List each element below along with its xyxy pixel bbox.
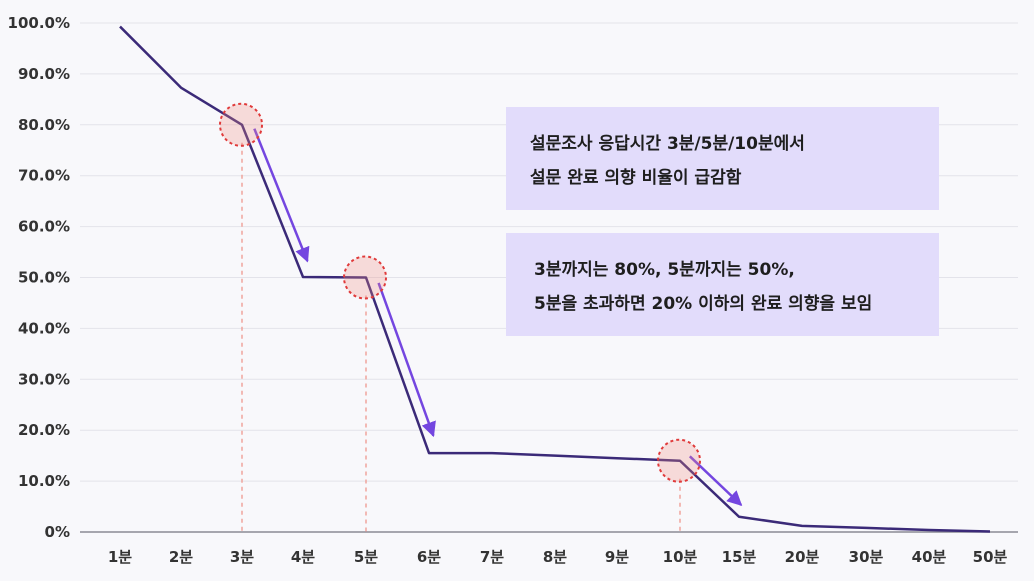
y-tick-label: 20.0% <box>18 421 70 439</box>
y-tick-label: 10.0% <box>18 472 70 490</box>
trend-arrow <box>688 455 743 507</box>
annotation-box-2: 3분까지는 80%, 5분까지는 50%, 5분을 초과하면 20% 이하의 완… <box>506 233 939 336</box>
x-tick-label: 10분 <box>663 548 698 566</box>
trend-arrow <box>377 282 436 438</box>
y-tick-label: 60.0% <box>18 218 70 236</box>
x-tick-label: 8분 <box>543 548 567 566</box>
x-tick-label: 40분 <box>912 548 947 566</box>
x-tick-label: 50분 <box>973 548 1008 566</box>
annotation-2-line-1: 3분까지는 80%, 5분까지는 50%, <box>534 260 795 280</box>
arrows <box>253 128 743 507</box>
x-tick-label: 30분 <box>849 548 884 566</box>
highlight-circle <box>343 255 387 300</box>
annotation-box-1: 설문조사 응답시간 3분/5분/10분에서 설문 완료 의향 비율이 급감함 <box>506 107 939 210</box>
x-tick-label: 6분 <box>417 548 441 566</box>
highlight-circle <box>657 438 701 483</box>
y-tick-label: 30.0% <box>18 370 70 388</box>
x-tick-label: 1분 <box>108 548 132 566</box>
annotation-1-line-2: 설문 완료 의향 비율이 급감함 <box>530 168 742 188</box>
highlight-circle <box>219 102 263 147</box>
series-line <box>119 25 991 533</box>
y-tick-label: 80.0% <box>18 116 70 134</box>
series <box>119 25 991 533</box>
y-tick-label: 100.0% <box>8 14 70 32</box>
y-tick-label: 0% <box>45 523 70 541</box>
x-axis-ticks: 1분 2분 3분 4분 5분 6분 7분 8분 9분 10분 15분 20분 30분 40분 50분 <box>108 548 1008 566</box>
y-axis-ticks: 0% 10.0% 20.0% 30.0% 40.0% 50.0% 60.0% 70.0% 80.… <box>8 14 70 541</box>
y-tick-label: 40.0% <box>18 319 70 337</box>
trend-arrow <box>253 128 310 263</box>
x-tick-label: 2분 <box>169 548 193 566</box>
x-tick-label: 7분 <box>480 548 504 566</box>
highlight-guides <box>241 142 681 532</box>
x-tick-label: 5분 <box>354 548 378 566</box>
x-tick-label: 20분 <box>785 548 820 566</box>
x-tick-label: 15분 <box>722 548 757 566</box>
y-tick-label: 70.0% <box>18 167 70 185</box>
annotation-1-line-1: 설문조사 응답시간 3분/5분/10분에서 <box>530 134 805 154</box>
x-tick-label: 4분 <box>291 548 315 566</box>
y-tick-label: 90.0% <box>18 65 70 83</box>
x-tick-label: 9분 <box>605 548 629 566</box>
annotation-2-line-2: 5분을 초과하면 20% 이하의 완료 의향을 보임 <box>534 294 873 314</box>
x-tick-label: 3분 <box>230 548 254 566</box>
y-tick-label: 50.0% <box>18 269 70 287</box>
highlights <box>219 102 701 483</box>
